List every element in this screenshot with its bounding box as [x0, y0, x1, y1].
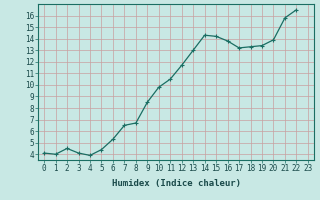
X-axis label: Humidex (Indice chaleur): Humidex (Indice chaleur) [111, 179, 241, 188]
